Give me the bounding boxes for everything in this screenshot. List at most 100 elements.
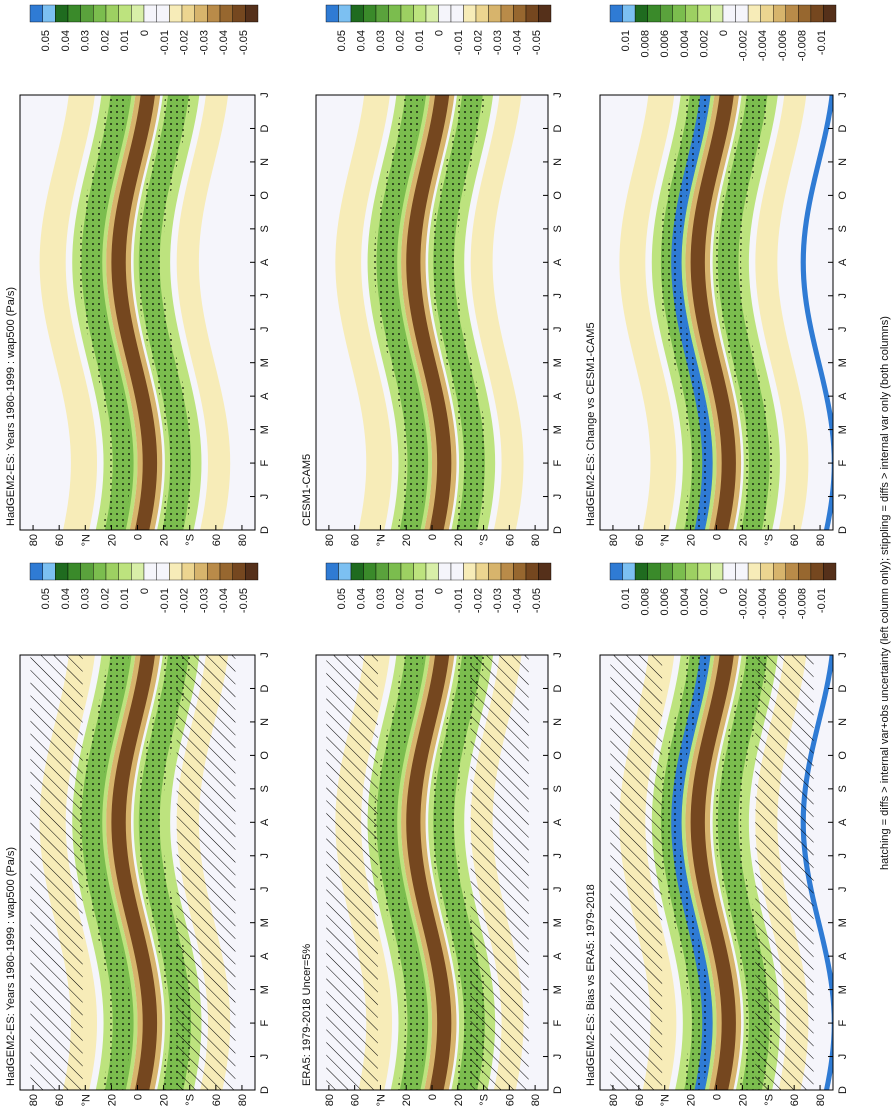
colorbar-label: 0.03 [375,30,387,51]
x-tick-label: D [552,124,564,132]
panel-title: CESM1-CAM5 [301,454,313,526]
y-tick-label: 80 [530,1094,542,1106]
colorbar-cell [710,4,724,23]
colorbar-cell [219,4,233,23]
stippling [658,95,711,530]
colorbar-cell [513,4,527,23]
x-tick-label: O [259,751,271,760]
x-tick-label: J [259,92,271,98]
colorbar-cell [660,4,673,23]
colorbar-cell [156,4,170,23]
x-tick-label: J [837,494,849,500]
colorbar-label: -0.004 [757,30,769,61]
colorbar-cell [375,562,389,581]
colorbar-label: -0.01 [159,588,171,613]
colorbar-label: 0.03 [375,588,387,609]
y-tick-label: 80 [815,1094,827,1106]
y-tick-label: °S [763,534,775,546]
y-tick-label: 80 [324,1094,336,1106]
colorbar-cell [488,4,502,23]
colorbar-cell [672,562,686,581]
x-tick-label: A [552,392,564,400]
colorbar-cell [338,562,352,581]
colorbar-label: 0 [434,588,446,594]
colorbar-cell [697,562,711,581]
x-tick-label: D [552,1086,564,1094]
colorbar-cell [538,562,552,581]
x-tick-label: J [552,92,564,98]
x-tick-label: F [552,1019,564,1026]
panel: ERA5: 1979-2018 Uncer=5% D J F M A M J J A S O N D J 80… [301,562,564,1106]
colorbar-label: -0.03 [492,30,504,55]
colorbar-cell [400,4,414,23]
x-tick-label: F [837,1019,849,1026]
x-tick-label: J [259,293,271,299]
colorbar-label: 0.008 [640,588,652,616]
x-tick-label: M [552,918,564,927]
colorbar-label: 0.01 [620,30,632,51]
colorbar-label: 0.01 [414,588,426,609]
colorbar-cell [413,4,427,23]
stippling [136,95,194,530]
x-tick-label: J [552,1054,564,1060]
y-tick-label: 60 [504,534,516,546]
stippling [78,95,131,530]
colorbar-cell [80,562,94,581]
y-tick-label: 20 [401,534,413,546]
colorbar-cell [105,4,119,23]
panel: HadGEM2-ES: Years 1980-1999 : wap500 (Pa… [5,562,271,1106]
x-tick-label: J [837,293,849,299]
colorbar-cell [622,562,636,581]
x-tick-label: A [837,952,849,960]
panel: HadGEM2-ES: Bias vs ERA5: 1979-2018 D J F M A… [585,562,849,1106]
y-tick-label: 0 [133,534,145,540]
x-tick-label: M [552,358,564,367]
y-tick-label: 60 [789,534,801,546]
y-tick-label: °S [479,534,491,546]
colorbar-label: -0.04 [512,30,524,55]
hatching [176,655,236,1090]
x-tick-label: D [259,1086,271,1094]
colorbar-cell [773,562,786,581]
y-tick-label: 20 [686,534,698,546]
colorbar-label: 0.03 [80,588,92,609]
stippling [715,95,773,530]
colorbar-label: -0.006 [777,30,789,61]
colorbar-cell [207,562,221,581]
colorbar-label: -0.05 [531,588,543,613]
x-tick-label: M [552,425,564,434]
x-tick-label: A [552,818,564,826]
panel-title: ERA5: 1979-2018 Uncer=5% [301,944,313,1086]
colorbar-label: -0.03 [492,588,504,613]
y-tick-label: 60 [789,1094,801,1106]
colorbar-cell [400,562,414,581]
x-tick-label: N [837,718,849,726]
y-tick-label: 60 [504,1094,516,1106]
field [20,95,255,530]
colorbar-label: 0.002 [698,30,710,58]
y-tick-label: 20 [106,1094,118,1106]
hatching [326,655,378,1090]
colorbar-cell [735,4,749,23]
x-tick-label: A [259,258,271,266]
blue-band [800,95,833,530]
y-tick-label: 60 [54,534,66,546]
colorbar-label: 0.04 [356,30,368,51]
colorbar-label: -0.01 [816,30,828,55]
colorbar-label: 0.006 [659,30,671,58]
y-tick-label: °N [660,534,672,546]
colorbar-cell [438,562,452,581]
stippling [430,95,488,530]
colorbar-cell [735,562,749,581]
colorbar-cell [388,562,402,581]
x-tick-label: N [259,718,271,726]
colorbar-label: -0.05 [238,588,250,613]
colorbar-cell [647,562,661,581]
x-tick-label: S [552,225,564,232]
x-tick-label: M [259,918,271,927]
y-tick-label: °N [660,1094,672,1106]
colorbar-cell [475,562,489,581]
field [20,655,255,1090]
y-tick-label: 80 [28,1094,40,1106]
colorbar-cell [80,4,94,23]
